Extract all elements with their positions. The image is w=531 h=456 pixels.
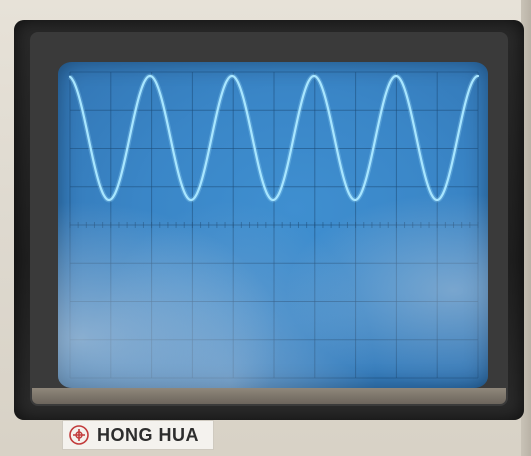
crt-screen (58, 62, 488, 388)
screen-dust (58, 62, 488, 388)
brand-label-plate: HONG HUA (62, 420, 214, 450)
honghua-logo-icon (69, 425, 89, 445)
bezel-bottom-lip (32, 388, 506, 404)
brand-name: HONG HUA (97, 424, 199, 445)
case-edge (521, 0, 531, 456)
